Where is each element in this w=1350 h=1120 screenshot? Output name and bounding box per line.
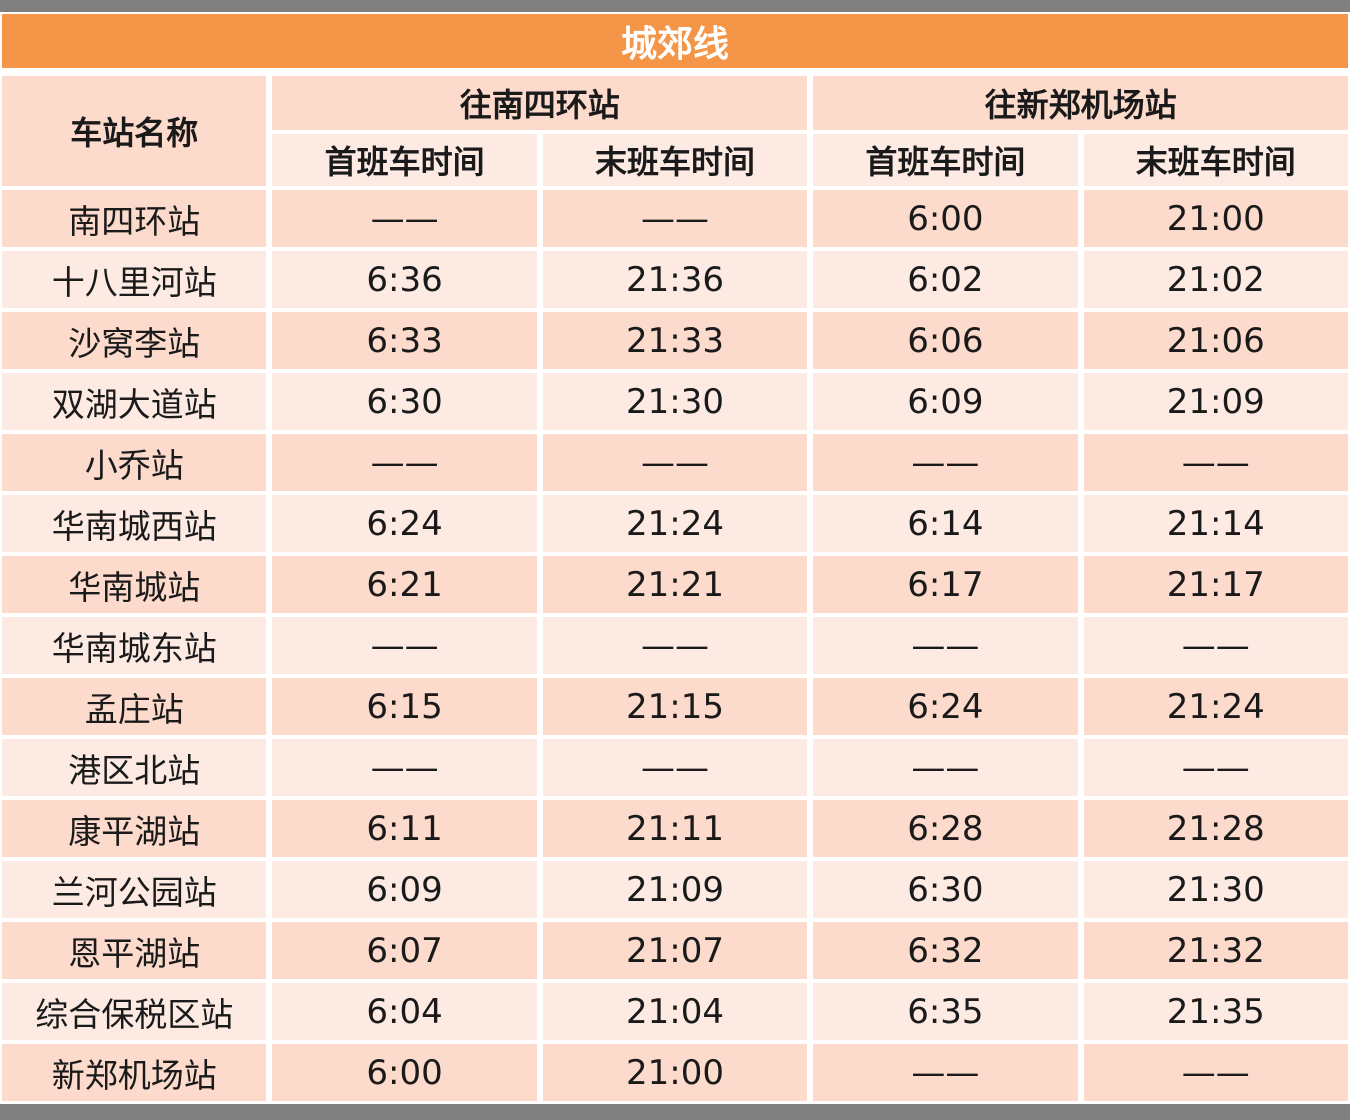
time-cell: —— [813, 739, 1078, 796]
station-cell: 十八里河站 [2, 251, 267, 308]
time-cell: —— [542, 739, 808, 796]
station-cell: 华南城东站 [2, 617, 267, 674]
station-cell: 恩平湖站 [2, 922, 267, 979]
station-cell: 康平湖站 [2, 800, 267, 857]
time-cell: 21:09 [542, 861, 808, 918]
time-cell: 21:07 [542, 922, 808, 979]
time-cell: 6:02 [813, 251, 1078, 308]
time-cell: 21:30 [542, 373, 808, 430]
time-cell: 6:07 [272, 922, 537, 979]
station-cell: 华南城西站 [2, 495, 267, 552]
page-title: 城郊线 [620, 23, 729, 65]
time-cell: 21:17 [1083, 556, 1348, 613]
time-cell: 21:06 [1083, 312, 1348, 369]
time-cell: 6:28 [813, 800, 1078, 857]
time-cell: 6:32 [813, 922, 1078, 979]
time-cell: —— [272, 739, 537, 796]
station-cell: 华南城站 [2, 556, 267, 613]
time-cell: 6:04 [272, 983, 537, 1040]
time-cell: 21:04 [542, 983, 808, 1040]
time-cell: —— [813, 1044, 1078, 1101]
bottom-gray-bar [0, 1104, 1350, 1120]
line-title-bar: 城郊线 [2, 14, 1348, 68]
station-cell: 南四环站 [2, 190, 267, 247]
time-cell: 6:24 [272, 495, 537, 552]
time-cell: —— [1083, 434, 1348, 491]
time-cell: —— [542, 434, 808, 491]
time-cell: 21:32 [1083, 922, 1348, 979]
time-cell: —— [1083, 739, 1348, 796]
station-cell: 孟庄站 [2, 678, 267, 735]
first-train-header-airport: 首班车时间 [813, 134, 1078, 186]
time-cell: 6:09 [272, 861, 537, 918]
time-cell: 21:11 [542, 800, 808, 857]
direction-header-nansihuan: 往南四环站 [272, 76, 808, 130]
time-cell: 6:11 [272, 800, 537, 857]
last-train-header-south: 末班车时间 [542, 134, 808, 186]
station-cell: 兰河公园站 [2, 861, 267, 918]
top-gray-bar [0, 0, 1350, 12]
time-cell: —— [272, 434, 537, 491]
time-cell: —— [272, 190, 537, 247]
station-cell: 港区北站 [2, 739, 267, 796]
station-cell: 双湖大道站 [2, 373, 267, 430]
time-cell: 21:09 [1083, 373, 1348, 430]
time-cell: 6:35 [813, 983, 1078, 1040]
time-cell: 6:09 [813, 373, 1078, 430]
station-cell: 综合保税区站 [2, 983, 267, 1040]
time-cell: 6:36 [272, 251, 537, 308]
time-cell: 21:28 [1083, 800, 1348, 857]
time-cell: —— [813, 617, 1078, 674]
time-cell: 21:24 [1083, 678, 1348, 735]
time-cell: —— [813, 434, 1078, 491]
last-train-header-airport: 末班车时间 [1083, 134, 1348, 186]
time-cell: 6:30 [813, 861, 1078, 918]
station-cell: 沙窝李站 [2, 312, 267, 369]
time-cell: —— [272, 617, 537, 674]
time-cell: 21:00 [1083, 190, 1348, 247]
time-cell: 21:21 [542, 556, 808, 613]
time-cell: 6:17 [813, 556, 1078, 613]
station-name-header: 车站名称 [2, 76, 267, 186]
time-cell: 6:24 [813, 678, 1078, 735]
time-cell: 21:02 [1083, 251, 1348, 308]
timetable-grid: 车站名称 往南四环站 往新郑机场站 首班车时间 末班车时间 首班车时间 末班车时… [2, 76, 1348, 1101]
time-cell: —— [542, 190, 808, 247]
station-cell: 小乔站 [2, 434, 267, 491]
time-cell: 6:14 [813, 495, 1078, 552]
time-cell: 21:36 [542, 251, 808, 308]
first-train-header-south: 首班车时间 [272, 134, 537, 186]
time-cell: 6:30 [272, 373, 537, 430]
direction-header-xinzheng-airport: 往新郑机场站 [813, 76, 1348, 130]
station-cell: 新郑机场站 [2, 1044, 267, 1101]
time-cell: —— [1083, 1044, 1348, 1101]
time-cell: 21:14 [1083, 495, 1348, 552]
time-cell: 6:06 [813, 312, 1078, 369]
time-cell: 6:21 [272, 556, 537, 613]
time-cell: 21:33 [542, 312, 808, 369]
time-cell: 21:24 [542, 495, 808, 552]
time-cell: 21:35 [1083, 983, 1348, 1040]
time-cell: 21:00 [542, 1044, 808, 1101]
time-cell: 6:15 [272, 678, 537, 735]
time-cell: 21:15 [542, 678, 808, 735]
time-cell: —— [542, 617, 808, 674]
time-cell: 6:33 [272, 312, 537, 369]
time-cell: 6:00 [813, 190, 1078, 247]
time-cell: 6:00 [272, 1044, 537, 1101]
time-cell: —— [1083, 617, 1348, 674]
time-cell: 21:30 [1083, 861, 1348, 918]
